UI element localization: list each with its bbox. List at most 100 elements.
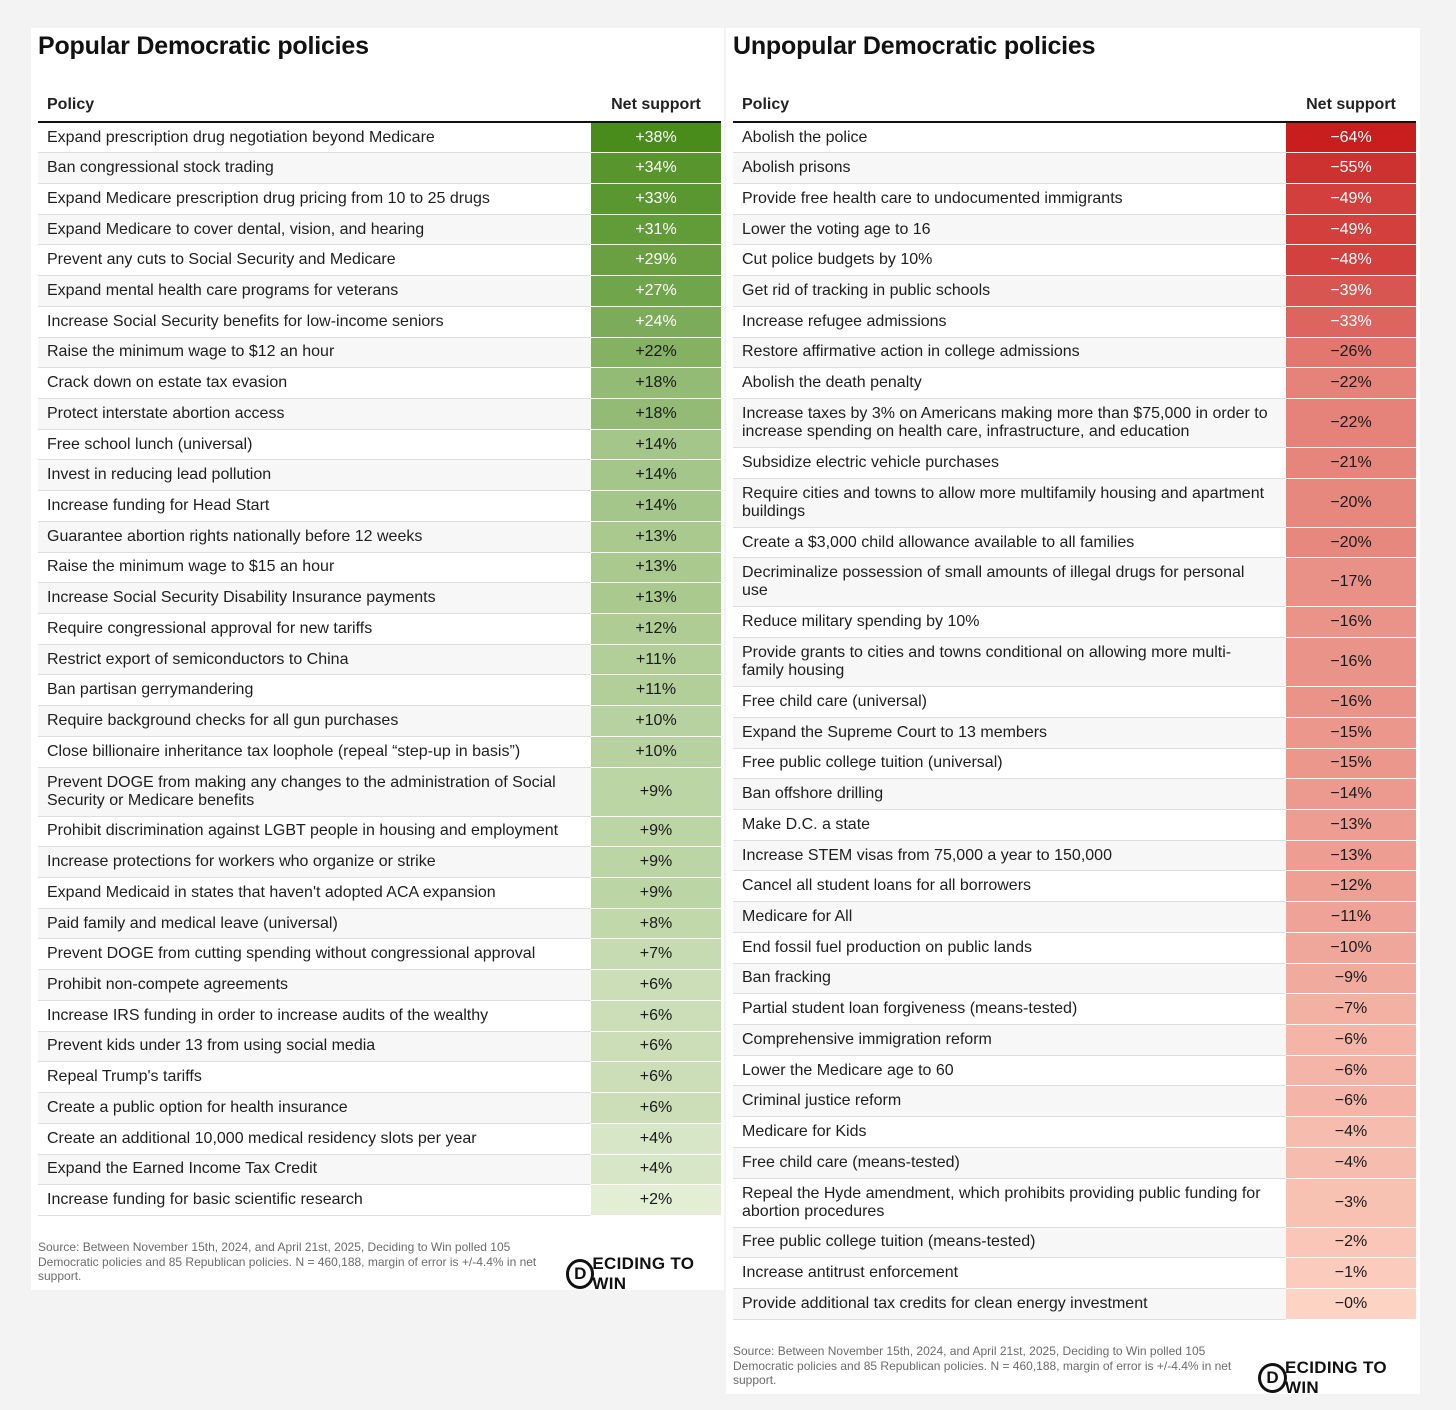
policy-table: Policy Net support Abolish the police −64… [733, 88, 1416, 1320]
policy-name: End fossil fuel production on public lan… [733, 932, 1286, 964]
net-support-value: +38% [591, 122, 721, 154]
table-row: Free school lunch (universal) +14% [38, 429, 721, 461]
net-support-value: +29% [591, 244, 721, 277]
net-support-value: +27% [591, 275, 721, 307]
table-row: Require cities and towns to allow more m… [733, 478, 1416, 528]
policy-name: Restore affirmative action in college ad… [733, 337, 1286, 369]
table-row: Provide free health care to undocumented… [733, 183, 1416, 215]
net-support-value: −7% [1286, 993, 1416, 1026]
table-row: Increase Social Security benefits for lo… [38, 306, 721, 338]
net-support-value: −16% [1286, 686, 1416, 718]
policy-name: Expand Medicaid in states that haven't a… [38, 877, 591, 909]
net-support-value: +9% [591, 767, 721, 817]
table-row: Expand mental health care programs for v… [38, 275, 721, 307]
popular-policies-panel: Popular Democratic policies Policy Net s… [31, 28, 724, 1293]
net-support-column-header: Net support [591, 88, 721, 123]
net-support-value: +14% [591, 490, 721, 522]
net-support-value: +8% [591, 908, 721, 940]
policy-name: Provide additional tax credits for clean… [733, 1288, 1286, 1320]
net-support-value: +12% [591, 613, 721, 645]
net-support-value: +33% [591, 183, 721, 215]
net-support-value: +4% [591, 1154, 721, 1186]
table-row: Increase antitrust enforcement −1% [733, 1257, 1416, 1290]
net-support-value: +6% [591, 1092, 721, 1124]
net-support-value: −6% [1286, 1024, 1416, 1056]
net-support-value: +6% [591, 1031, 721, 1063]
logo-mark: D [566, 1259, 595, 1289]
net-support-value: −49% [1286, 214, 1416, 246]
policy-name: Abolish prisons [733, 152, 1286, 184]
net-support-value: −12% [1286, 870, 1416, 903]
policy-name: Paid family and medical leave (universal… [38, 908, 591, 940]
table-row: Require congressional approval for new t… [38, 613, 721, 645]
net-support-value: −16% [1286, 606, 1416, 639]
net-support-value: +6% [591, 969, 721, 1001]
net-support-value: −6% [1286, 1055, 1416, 1087]
table-row: Free public college tuition (universal) −… [733, 748, 1416, 780]
policy-name: Expand prescription drug negotiation bey… [38, 122, 591, 154]
net-support-value: −20% [1286, 478, 1416, 528]
policy-name: Prevent DOGE from making any changes to … [38, 767, 591, 817]
table-row: Decriminalize possession of small amount… [733, 557, 1416, 608]
net-support-value: +11% [591, 644, 721, 676]
table-row: Cut police budgets by 10% −48% [733, 244, 1416, 277]
table-row: Provide grants to cities and towns condi… [733, 637, 1416, 688]
table-row: Restrict export of semiconductors to Chi… [38, 644, 721, 676]
policy-name: Increase antitrust enforcement [733, 1257, 1286, 1290]
table-row: Abolish the death penalty −22% [733, 367, 1416, 399]
logo-mark: D [1258, 1363, 1287, 1393]
net-support-value: +18% [591, 398, 721, 430]
table-row: Lower the Medicare age to 60 −6% [733, 1055, 1416, 1087]
table-row: Ban partisan gerrymandering +11% [38, 674, 721, 707]
net-support-value: −14% [1286, 778, 1416, 810]
policy-name: Cancel all student loans for all borrowe… [733, 870, 1286, 903]
policy-table: Policy Net support Expand prescription d… [38, 88, 721, 1216]
table-row: Prevent DOGE from cutting spending witho… [38, 938, 721, 971]
table-row: Lower the voting age to 16 −49% [733, 214, 1416, 246]
table-row: Repeal Trump's tariffs +6% [38, 1061, 721, 1094]
table-row: Raise the minimum wage to $15 an hour +13… [38, 552, 721, 584]
net-support-value: +14% [591, 459, 721, 492]
table-row: Make D.C. a state −13% [733, 809, 1416, 841]
policy-name: Expand mental health care programs for v… [38, 275, 591, 307]
policy-name: Prevent any cuts to Social Security and … [38, 244, 591, 277]
net-support-value: +9% [591, 816, 721, 848]
policy-name: Expand the Earned Income Tax Credit [38, 1154, 591, 1186]
policy-name: Repeal Trump's tariffs [38, 1061, 591, 1094]
table-row: Expand prescription drug negotiation bey… [38, 122, 721, 154]
table-row: Abolish prisons −55% [733, 152, 1416, 184]
net-support-value: −15% [1286, 717, 1416, 749]
net-support-value: −39% [1286, 275, 1416, 307]
policy-name: Restrict export of semiconductors to Chi… [38, 644, 591, 676]
table-row: Increase Social Security Disability Insu… [38, 582, 721, 614]
policy-name: Medicare for All [733, 901, 1286, 933]
table-row: Increase protections for workers who org… [38, 846, 721, 879]
table-row: Increase IRS funding in order to increas… [38, 1000, 721, 1032]
net-support-value: +13% [591, 552, 721, 584]
policy-name: Medicare for Kids [733, 1116, 1286, 1148]
policy-rows: Expand prescription drug negotiation bey… [38, 122, 721, 1216]
panel-title: Popular Democratic policies [38, 32, 369, 60]
table-row: Expand the Supreme Court to 13 members −1… [733, 717, 1416, 749]
table-row: Repeal the Hyde amendment, which prohibi… [733, 1178, 1416, 1228]
source-note: Source: Between November 15th, 2024, and… [38, 1240, 537, 1283]
policy-name: Require background checks for all gun pu… [38, 705, 591, 737]
table-row: Increase STEM visas from 75,000 a year t… [733, 840, 1416, 872]
policy-name: Get rid of tracking in public schools [733, 275, 1286, 307]
table-row: Paid family and medical leave (universal… [38, 908, 721, 940]
table-row: Free child care (means-tested) −4% [733, 1147, 1416, 1179]
table-row: Provide additional tax credits for clean… [733, 1288, 1416, 1320]
table-row: Prohibit discrimination against LGBT peo… [38, 816, 721, 848]
net-support-value: +11% [591, 674, 721, 707]
policy-name: Ban congressional stock trading [38, 152, 591, 184]
policy-name: Close billionaire inheritance tax loopho… [38, 736, 591, 768]
policy-name: Expand Medicare to cover dental, vision,… [38, 214, 591, 246]
table-row: Expand the Earned Income Tax Credit +4% [38, 1154, 721, 1186]
table-row: Require background checks for all gun pu… [38, 705, 721, 737]
policy-name: Lower the voting age to 16 [733, 214, 1286, 246]
table-row: Reduce military spending by 10% −16% [733, 606, 1416, 639]
net-support-value: −26% [1286, 337, 1416, 369]
policy-name: Raise the minimum wage to $15 an hour [38, 552, 591, 584]
net-support-value: +31% [591, 214, 721, 246]
policy-name: Expand the Supreme Court to 13 members [733, 717, 1286, 749]
